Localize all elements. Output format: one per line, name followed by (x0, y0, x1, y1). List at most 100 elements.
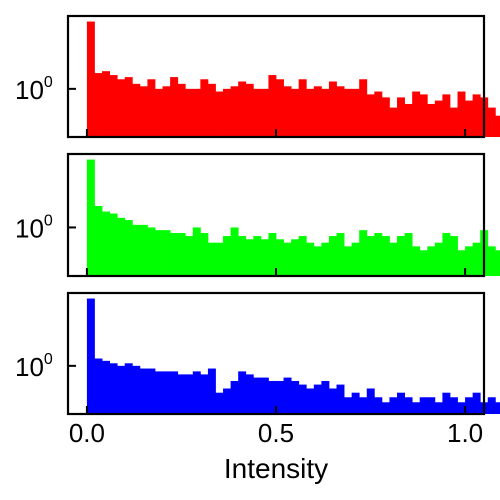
blue-histogram-bar (336, 384, 345, 414)
red-histogram-bar (366, 94, 375, 137)
blue-histogram-bar (457, 402, 466, 414)
x-tick-label: 0.0 (69, 418, 105, 448)
green-histogram-bar (457, 250, 466, 276)
red-histogram-bar (154, 88, 163, 137)
blue-histogram-bar (351, 392, 360, 414)
green-histogram-bar (147, 227, 156, 276)
green-histogram-bar (351, 242, 360, 276)
blue-histogram-bar (449, 397, 458, 414)
blue-histogram-bar (412, 402, 421, 414)
green-histogram-bar (86, 159, 95, 276)
blue-histogram-bar (495, 402, 500, 414)
blue-histogram-bar (268, 380, 277, 414)
blue-histogram-bar (117, 365, 126, 414)
blue-histogram-bar (328, 388, 337, 414)
red-histogram-bar (344, 88, 353, 137)
blue-histogram-bar (109, 363, 118, 414)
green-histogram-bar (283, 242, 292, 276)
red-histogram-bar (253, 88, 262, 137)
blue-histogram-bar (86, 298, 95, 414)
green-histogram-bar (154, 230, 163, 276)
red-histogram-bar (177, 83, 186, 137)
blue-histogram-bar (321, 380, 330, 414)
green-histogram-bar (192, 227, 201, 276)
red-histogram-bar (117, 79, 126, 137)
blue-histogram-bar (366, 388, 375, 414)
red-histogram-bar (457, 91, 466, 137)
green-histogram-bar (185, 236, 194, 276)
green-histogram-bar (449, 236, 458, 276)
red-histogram-bar (86, 21, 95, 137)
red-histogram-bar (465, 100, 474, 137)
green-histogram-bar (223, 236, 232, 276)
green-panel-ticks (68, 226, 467, 276)
red-histogram-bar (94, 73, 103, 137)
green-histogram-bar (397, 236, 405, 276)
red-histogram-bar (162, 86, 171, 137)
red-histogram-bar (223, 88, 232, 137)
green-histogram-bar (170, 233, 179, 276)
red-histogram-bar (102, 71, 110, 137)
blue-histogram-bar (397, 392, 405, 414)
red-histogram-bar (412, 91, 421, 137)
blue-histogram-bar (102, 360, 110, 414)
green-histogram-bar (313, 246, 322, 276)
green-histogram-bar (381, 236, 390, 276)
red-histogram-bar (321, 88, 330, 137)
red-y-tick-base: 10 (15, 75, 44, 105)
red-histogram-bar (328, 81, 337, 137)
green-histogram-bar (298, 236, 307, 276)
blue-histogram-bar (283, 377, 292, 414)
blue-panel-y-tick-label: 100 (15, 351, 53, 382)
green-histogram-bar (344, 246, 353, 276)
green-histogram-bar (495, 250, 500, 276)
blue-histogram-bar (389, 397, 398, 414)
green-histogram-bar (132, 224, 141, 276)
red-histogram-bar (124, 77, 133, 137)
blue-histogram-bar (291, 380, 300, 414)
green-histogram-bar (245, 239, 254, 276)
red-panel-ticks (68, 87, 467, 137)
red-histogram-bar (139, 86, 148, 137)
green-histogram-bar (389, 242, 398, 276)
red-histogram-bar (245, 83, 254, 137)
blue-histogram-bar (253, 377, 262, 414)
green-histogram-bar (427, 246, 436, 276)
panel-green: 100 (15, 152, 500, 278)
blue-panel-ticks (68, 364, 467, 414)
green-histogram-bar (238, 236, 247, 276)
blue-histogram-bar (359, 397, 368, 414)
blue-histogram-bar (200, 374, 209, 414)
green-histogram-bar (472, 242, 481, 276)
blue-histogram-bar (132, 365, 141, 414)
blue-histogram-bar (276, 380, 284, 414)
red-histogram-bar (427, 103, 436, 137)
blue-histogram-bar (245, 374, 254, 414)
red-histogram-bar (487, 107, 496, 137)
red-histogram-bar (495, 115, 500, 137)
blue-histogram-bar (192, 371, 201, 414)
green-histogram-bar (200, 233, 209, 276)
green-histogram-bar (374, 233, 383, 276)
blue-panel-frame (66, 291, 486, 416)
blue-histogram-bar (472, 392, 481, 414)
x-tick-label: 1.0 (447, 418, 483, 448)
red-histogram-bar (336, 86, 345, 137)
green-histogram-bar (412, 246, 421, 276)
blue-histogram-bar (419, 397, 428, 414)
green-histogram-bar (102, 211, 110, 276)
green-histogram-bar (117, 217, 126, 276)
green-histogram-bar (434, 242, 443, 276)
green-histogram-bar (109, 213, 118, 276)
blue-histogram-bar (207, 368, 216, 414)
green-histogram-bar (465, 246, 474, 276)
blue-histogram-bar (260, 377, 269, 414)
blue-histogram-bar (139, 368, 148, 414)
red-histogram-bar (298, 79, 307, 137)
red-histogram-bar (238, 81, 247, 137)
blue-histogram-bar (344, 397, 353, 414)
green-histogram-bar (276, 239, 284, 276)
red-y-tick-exponent: 0 (44, 74, 53, 91)
green-panel-frame (66, 152, 486, 278)
blue-histogram-bar (177, 374, 186, 414)
